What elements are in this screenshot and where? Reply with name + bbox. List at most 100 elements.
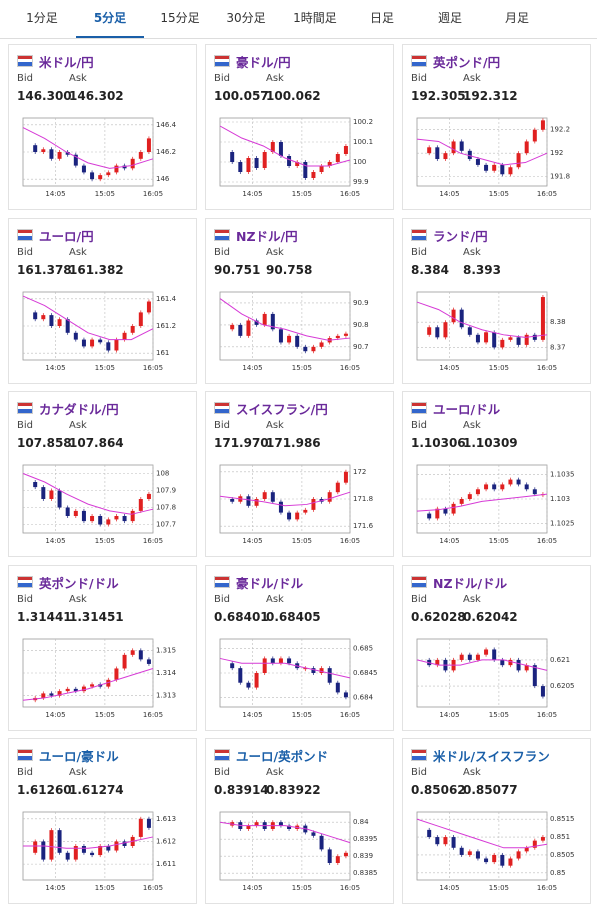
candle bbox=[540, 296, 545, 340]
moving-average bbox=[416, 658, 548, 671]
x-tick-label: 16:05 bbox=[537, 364, 557, 372]
candle bbox=[516, 153, 521, 168]
pair-name[interactable]: ユーロ/ドル bbox=[433, 402, 501, 417]
bid-label: Bid bbox=[17, 593, 33, 605]
candle bbox=[98, 846, 103, 856]
ask-label: Ask bbox=[463, 73, 481, 84]
tab[interactable]: 5分足 bbox=[76, 0, 144, 38]
candle bbox=[467, 494, 472, 499]
candle bbox=[270, 492, 275, 502]
pair-name[interactable]: 米ドル/スイスフラン bbox=[433, 749, 550, 764]
candle bbox=[98, 516, 103, 525]
rate-card: 豪ドル/ドル Bid Ask 0.68401 0.68405 0.684 0.6845 0.6… bbox=[205, 564, 394, 731]
pair-name[interactable]: 豪ドル/円 bbox=[236, 55, 291, 70]
bid-value: 0.68401 bbox=[214, 609, 269, 624]
y-tick-label: 161.2 bbox=[156, 322, 176, 330]
x-tick-label: 16:05 bbox=[340, 711, 360, 719]
tab[interactable]: 週足 bbox=[437, 11, 462, 25]
candle bbox=[287, 156, 292, 166]
ask-value: 1.61274 bbox=[69, 783, 124, 797]
ask-value: 192.312 bbox=[463, 89, 518, 103]
x-tick-label: 15:05 bbox=[489, 711, 509, 719]
candle bbox=[500, 484, 505, 490]
candle bbox=[451, 503, 456, 514]
pair-name[interactable]: NZドル/円 bbox=[236, 228, 298, 244]
x-tick-label: 16:05 bbox=[537, 884, 557, 892]
candle bbox=[122, 654, 127, 668]
mini-chart: 1.1025 1.103 1.1035 14:05 15:05 16:05 bbox=[416, 464, 575, 545]
candle bbox=[295, 162, 300, 166]
x-tick-label: 15:05 bbox=[95, 190, 115, 198]
x-tick-label: 14:05 bbox=[439, 711, 459, 719]
candle bbox=[459, 309, 464, 327]
candle bbox=[475, 851, 480, 859]
candle bbox=[427, 326, 432, 335]
candle bbox=[230, 152, 235, 162]
candle bbox=[540, 837, 545, 841]
moving-average bbox=[219, 491, 351, 507]
pair-name[interactable]: 豪ドル/ドル bbox=[236, 575, 304, 591]
candle bbox=[443, 508, 448, 514]
candle bbox=[238, 162, 243, 172]
candle bbox=[254, 822, 259, 826]
moving-average bbox=[416, 301, 548, 338]
moving-average bbox=[22, 667, 154, 701]
bid-value: 192.305 bbox=[411, 89, 466, 103]
candle bbox=[524, 141, 529, 154]
tab[interactable]: 1時間足 bbox=[293, 11, 337, 25]
rate-card: ランド/円 Bid Ask 8.384 8.393 8.37 8.38 14:05 15:05 1… bbox=[402, 217, 591, 384]
tab[interactable]: 1分足 bbox=[26, 11, 58, 25]
candle bbox=[73, 154, 78, 166]
plot-frame bbox=[219, 117, 351, 187]
candle bbox=[443, 321, 448, 337]
candle bbox=[475, 489, 480, 495]
bid-value: 1.31441 bbox=[17, 609, 72, 624]
pair-name[interactable]: スイスフラン/円 bbox=[236, 402, 328, 417]
candle bbox=[106, 846, 111, 851]
bid-label: Bid bbox=[214, 420, 230, 431]
rate-card: 豪ドル/円 Bid Ask 100.057 100.062 99.9 100 100.1 100… bbox=[205, 44, 394, 210]
candle bbox=[73, 510, 78, 516]
candle bbox=[427, 829, 432, 838]
candle bbox=[484, 648, 489, 655]
candle bbox=[73, 846, 78, 860]
pair-name[interactable]: ユーロ/英ポンド bbox=[236, 749, 329, 764]
candle bbox=[467, 654, 472, 660]
pair-name[interactable]: カナダドル/円 bbox=[39, 402, 119, 417]
candle bbox=[287, 335, 292, 342]
y-tick-label: 0.8385 bbox=[353, 869, 378, 877]
pair-name[interactable]: NZドル/ドル bbox=[433, 575, 508, 591]
candle bbox=[484, 858, 489, 863]
pair-name[interactable]: 英ポンド/円 bbox=[433, 55, 501, 70]
x-tick-label: 16:05 bbox=[340, 364, 360, 372]
candle bbox=[41, 487, 46, 499]
pair-name[interactable]: ランド/円 bbox=[433, 228, 488, 244]
candle bbox=[303, 346, 308, 351]
candle bbox=[57, 152, 62, 159]
candle bbox=[500, 164, 505, 175]
tab[interactable]: 30分足 bbox=[226, 11, 266, 25]
flag-icon bbox=[411, 55, 427, 67]
candle bbox=[57, 830, 62, 853]
candle bbox=[508, 167, 513, 175]
pair-name[interactable]: ユーロ/円 bbox=[39, 228, 94, 244]
pair-name[interactable]: ユーロ/豪ドル bbox=[39, 749, 119, 764]
y-tick-label: 0.6845 bbox=[353, 669, 378, 677]
x-tick-label: 14:05 bbox=[242, 364, 262, 372]
mini-chart: 8.37 8.38 14:05 15:05 16:05 bbox=[416, 291, 566, 372]
pair-name[interactable]: 米ドル/円 bbox=[39, 55, 94, 70]
plot-frame bbox=[416, 638, 548, 707]
x-tick-label: 15:05 bbox=[292, 364, 312, 372]
x-tick-label: 15:05 bbox=[95, 537, 115, 545]
tab[interactable]: 15分足 bbox=[160, 11, 200, 25]
tab[interactable]: 月足 bbox=[504, 11, 529, 25]
candle bbox=[524, 664, 529, 670]
candle bbox=[41, 149, 46, 152]
candle bbox=[435, 837, 440, 845]
candle bbox=[311, 346, 316, 351]
candle bbox=[41, 314, 46, 319]
pair-name[interactable]: 英ポンド/ドル bbox=[39, 575, 119, 591]
tab[interactable]: 日足 bbox=[369, 11, 394, 25]
ask-value: 1.31451 bbox=[69, 609, 124, 624]
candle bbox=[311, 832, 316, 836]
